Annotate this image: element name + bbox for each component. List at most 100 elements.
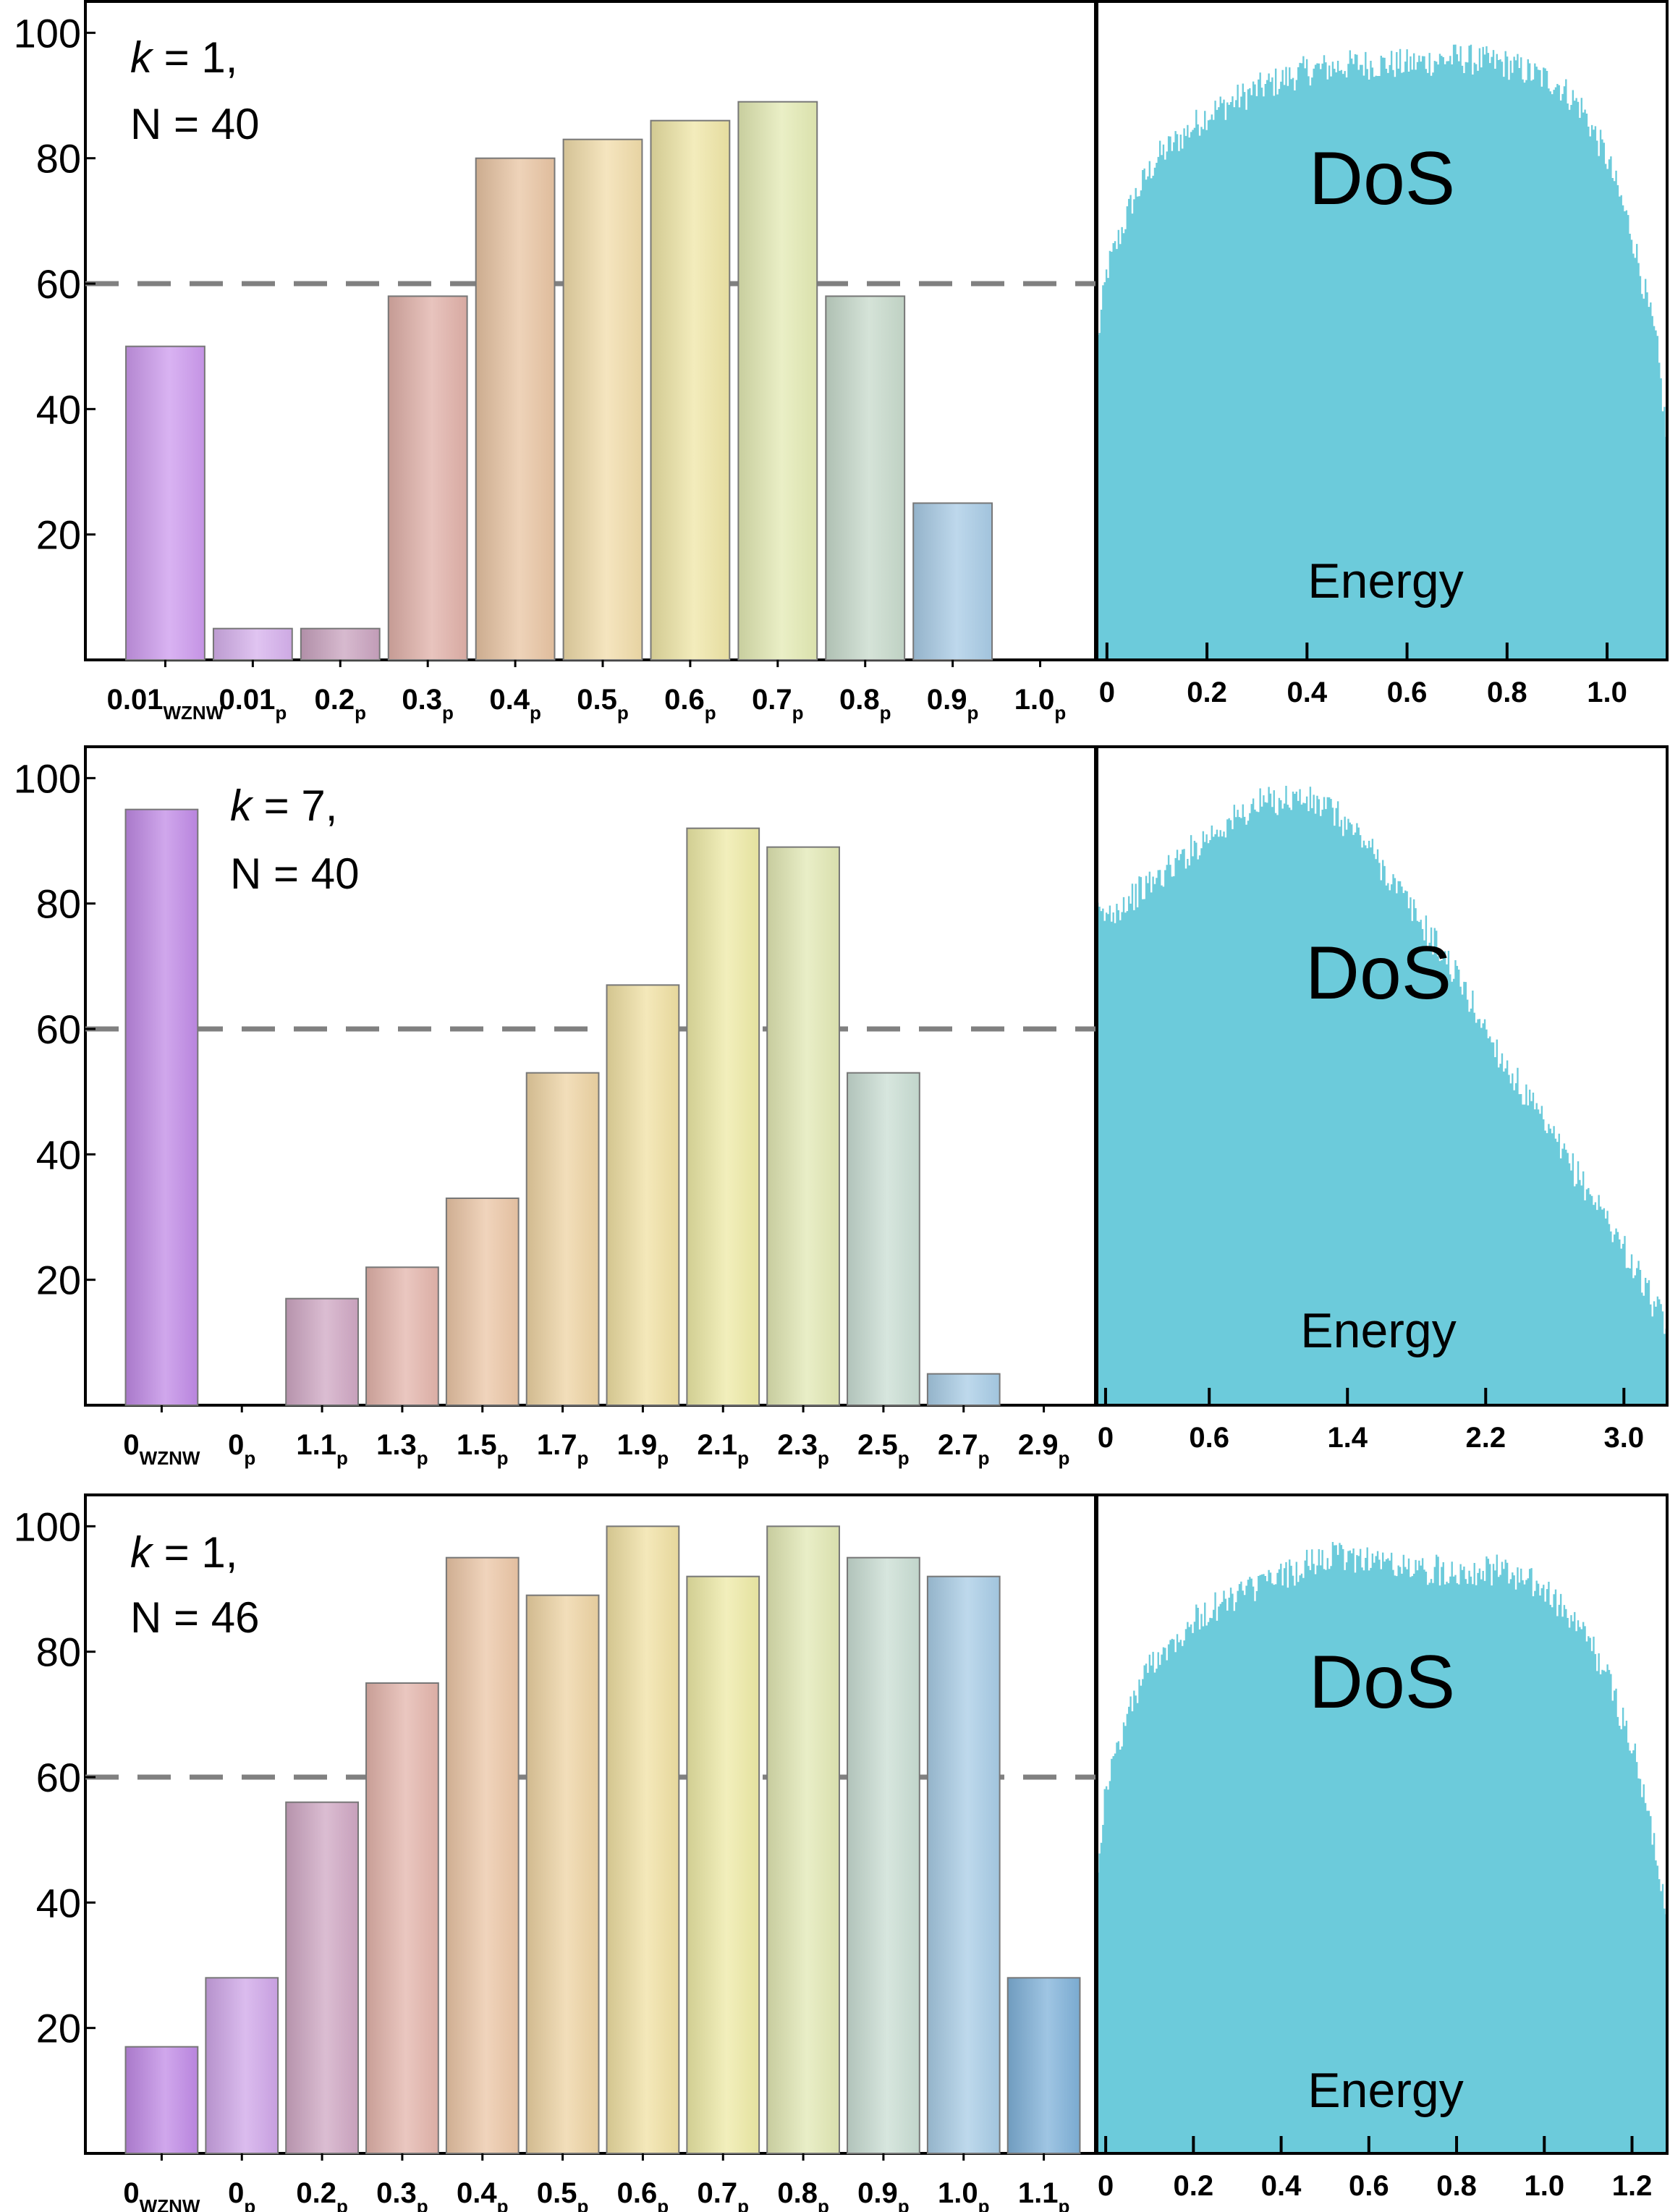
bar-chart-2-bars — [124, 808, 1001, 1407]
x-tick-main: 0 — [228, 2177, 244, 2209]
x-tick-subscript: p — [1054, 702, 1066, 724]
x-tick-subscript: p — [577, 2195, 588, 2212]
x-tick-subscript: p — [818, 1447, 829, 1469]
bar-chart-2-y-axis: 20 40 60 80 100 — [14, 755, 96, 1303]
bar-1-6 — [562, 138, 643, 661]
dos-2-histogram — [1097, 786, 1667, 1405]
x-tick-label: 0.9p — [927, 684, 979, 724]
bar-2-4 — [365, 1266, 439, 1407]
x-tick-subscript: p — [737, 1447, 749, 1469]
x-tick-main: 0.5 — [577, 684, 617, 716]
x-tick-label: 1.0p — [1014, 684, 1067, 724]
x-tick-label: 0.2p — [296, 2177, 348, 2212]
x-tick-label: 1.9p — [617, 1429, 669, 1469]
x-tick-main: 0.5 — [537, 2177, 577, 2209]
x-tick-label: 0.5p — [577, 684, 629, 724]
x-tick-main: 0.3 — [376, 2177, 417, 2209]
dos-chart-2-frame — [1095, 745, 1669, 1407]
bar-1-7 — [650, 119, 731, 661]
dos-x-tick-label: 0.6 — [1349, 2170, 1389, 2202]
bar-2-3 — [285, 1297, 359, 1406]
x-tick-subscript: WZNW — [140, 1447, 200, 1469]
x-tick-main: 2.7 — [938, 1429, 978, 1461]
dos-chart-1: DoS Energy 0 0.2 0.4 0.6 0.8 1.0 — [1095, 0, 1669, 708]
x-tick-subscript: p — [898, 1447, 910, 1469]
x-tick-label: 0.2p — [315, 684, 366, 724]
bar-chart-3-y-axis: 20 40 60 80 100 — [14, 1504, 96, 2051]
annotation-3-k-value: = 1, — [152, 1528, 237, 1577]
bar-3-2 — [205, 1977, 279, 2154]
x-tick-subscript: p — [417, 1447, 428, 1469]
y-tick-label: 100 — [14, 1504, 81, 1549]
bar-3-9 — [766, 1525, 840, 2154]
x-tick-subscript: p — [244, 2195, 255, 2212]
x-tick-label: 1.3p — [376, 1429, 428, 1469]
y-tick-label: 100 — [14, 755, 81, 801]
bar-3-12 — [1006, 1977, 1081, 2154]
dos-2-label: DoS — [1305, 931, 1451, 1015]
y-tick-label: 80 — [36, 1630, 81, 1675]
dos-3-histogram — [1097, 1542, 1667, 2153]
x-tick-label: 0WZNW — [123, 1429, 200, 1469]
x-tick-subscript: p — [818, 2195, 829, 2212]
bar-2-5 — [445, 1198, 520, 1406]
x-tick-subscript: p — [705, 702, 716, 724]
annotation-1-k-value: = 1, — [152, 33, 237, 82]
dos-chart-1-x-axis: 0 0.2 0.4 0.6 0.8 1.0 — [1099, 643, 1627, 708]
x-tick-main: 0 — [228, 1429, 244, 1461]
bar-chart-1-y-axis: 20 40 60 80 100 — [14, 10, 96, 558]
x-tick-main: 0.2 — [315, 684, 355, 716]
x-tick-subscript: WZNW — [164, 702, 224, 724]
x-tick-subscript: p — [617, 702, 629, 724]
bar-3-11 — [926, 1575, 1001, 2155]
bar-1-9 — [825, 295, 906, 661]
x-tick-main: 0.9 — [857, 2177, 898, 2209]
x-tick-main: 0.6 — [664, 684, 705, 716]
bar-1-3 — [300, 627, 381, 661]
dos-chart-3: DoS Energy 0 0.2 0.4 0.6 0.8 1.0 1.2 — [1095, 1493, 1669, 2202]
x-tick-subscript: p — [657, 1447, 669, 1469]
x-tick-label: 0.4p — [457, 2177, 509, 2212]
x-tick-label: 0.4p — [489, 684, 541, 724]
bar-1-1 — [125, 345, 205, 661]
bar-1-10 — [912, 502, 993, 661]
x-tick-subscript: p — [497, 2195, 509, 2212]
x-tick-label: 1.1p — [296, 1429, 348, 1469]
x-tick-subscript: p — [336, 2195, 348, 2212]
dos-1-energy-label: Energy — [1307, 554, 1463, 609]
x-tick-subscript: p — [442, 702, 454, 724]
x-tick-main: 0 — [123, 1429, 139, 1461]
dos-x-tick-label: 0 — [1098, 1422, 1114, 1454]
x-tick-subscript: p — [880, 702, 891, 724]
annotation-2-k-value: = 7, — [252, 781, 337, 830]
x-tick-main: 0.4 — [489, 684, 530, 716]
x-tick-main: 1.0 — [938, 2177, 978, 2209]
bar-2-1 — [124, 808, 199, 1406]
x-tick-main: 1.3 — [376, 1429, 417, 1461]
dos-x-tick-label: 0.8 — [1436, 2170, 1477, 2202]
x-tick-label: 2.3p — [777, 1429, 829, 1469]
x-tick-label: 0.7p — [752, 684, 804, 724]
x-tick-subscript: p — [497, 1447, 509, 1469]
x-tick-label: 0.5p — [537, 2177, 589, 2212]
x-tick-label: 0p — [228, 1429, 255, 1469]
y-tick-label: 60 — [36, 1007, 81, 1052]
y-tick-label: 40 — [36, 386, 81, 432]
bar-1-2 — [212, 627, 293, 661]
dos-chart-3-frame — [1095, 1493, 1669, 2155]
x-tick-main: 2.9 — [1018, 1429, 1059, 1461]
x-tick-subscript: WZNW — [140, 2195, 200, 2212]
annotation-2-k: k — [230, 781, 254, 830]
dos-x-tick-label: 0.4 — [1287, 677, 1328, 708]
dos-x-tick-label: 3.0 — [1603, 1422, 1644, 1454]
x-tick-main: 0.9 — [927, 684, 967, 716]
dos-x-tick-label: 0.8 — [1487, 677, 1527, 708]
bar-3-5 — [445, 1556, 520, 2155]
x-tick-label: 0.01p — [219, 684, 287, 724]
bar-3-6 — [525, 1594, 600, 2155]
x-tick-main: 1.9 — [617, 1429, 658, 1461]
x-tick-subscript: p — [792, 702, 804, 724]
